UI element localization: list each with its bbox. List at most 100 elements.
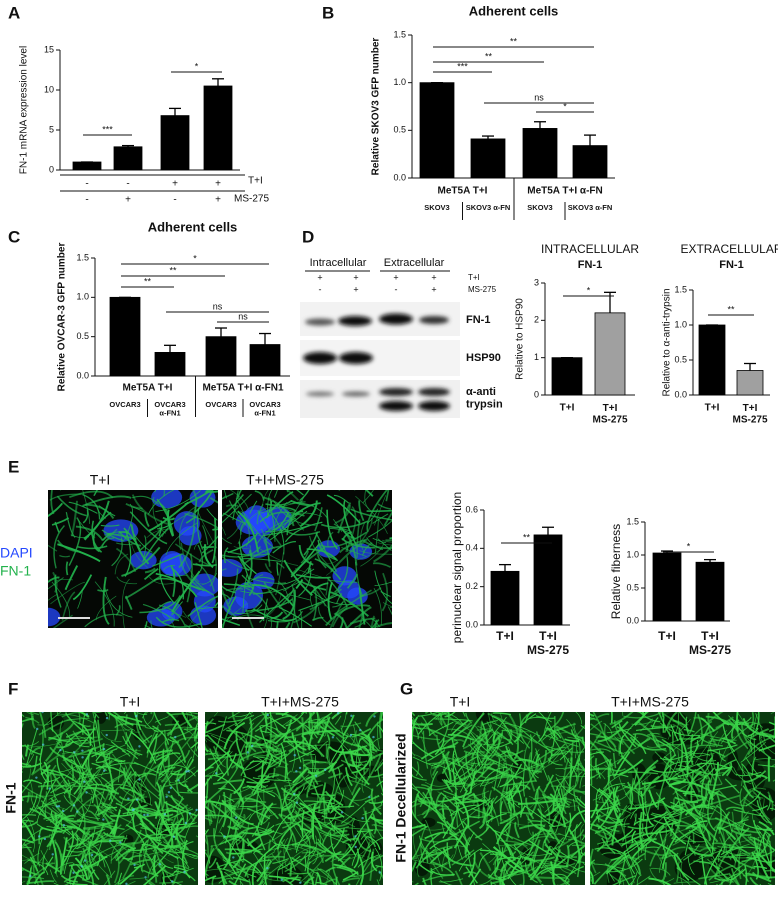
dot xyxy=(195,809,197,811)
dot xyxy=(52,853,54,855)
y-tick-label: 0.5 xyxy=(76,331,89,341)
channel-label: DAPI xyxy=(0,545,33,561)
bar xyxy=(114,147,142,170)
fiber xyxy=(710,884,718,904)
y-axis-label: Relative to α-anti-trypsin xyxy=(662,288,673,396)
fiber xyxy=(9,705,24,716)
dot xyxy=(235,817,237,819)
fiber xyxy=(285,765,286,781)
fiber xyxy=(538,696,548,713)
dot xyxy=(183,871,185,873)
fiber xyxy=(0,870,24,877)
y-tick-label: 1.5 xyxy=(674,284,687,294)
fiber xyxy=(156,707,168,713)
x-tick-label: SKOV3 xyxy=(527,203,552,212)
y-tick-label: 10 xyxy=(44,84,54,94)
bar xyxy=(161,116,189,170)
dot xyxy=(350,734,352,736)
bar xyxy=(73,162,101,170)
y-tick-label: 0.5 xyxy=(674,354,687,364)
significance-label: * xyxy=(687,541,691,551)
significance-label: ** xyxy=(169,265,177,275)
fiber xyxy=(47,477,61,490)
significance-label: * xyxy=(193,253,197,263)
fiber xyxy=(388,607,410,650)
dot xyxy=(299,767,301,769)
blot-sign: + xyxy=(353,284,358,294)
significance-label: *** xyxy=(457,61,468,71)
dot xyxy=(84,859,86,861)
bar xyxy=(206,337,236,376)
dot xyxy=(136,799,138,801)
micrograph xyxy=(184,464,432,658)
micrograph-title: T+I xyxy=(90,472,111,488)
dot xyxy=(36,728,38,730)
significance-label: ** xyxy=(510,36,518,46)
band xyxy=(379,388,413,396)
dot xyxy=(359,729,361,731)
dot xyxy=(42,743,44,745)
y-tick-label: 1.5 xyxy=(626,516,639,526)
treatment-sign: - xyxy=(85,195,88,206)
bar xyxy=(653,553,681,621)
significance-label: ** xyxy=(727,304,735,314)
nucleus xyxy=(36,608,61,627)
fiber xyxy=(147,677,152,714)
dot xyxy=(63,824,65,826)
dot xyxy=(293,793,295,795)
fiber xyxy=(542,884,547,903)
fiber xyxy=(58,884,68,896)
bar xyxy=(110,297,140,376)
dot xyxy=(102,818,104,820)
side-label: FN-1 xyxy=(3,782,19,813)
x-tick-label: T+IMS-275 xyxy=(689,629,731,657)
y-tick-label: 1.5 xyxy=(393,29,406,39)
y-tick-label: 1.0 xyxy=(626,549,639,559)
blot-sign: + xyxy=(353,272,358,282)
x-tick-label: SKOV3 xyxy=(424,203,449,212)
y-axis-label: FN-1 mRNA expression level xyxy=(19,46,30,174)
significance-label: *** xyxy=(102,124,113,134)
panel-label: E xyxy=(8,457,19,476)
dot xyxy=(187,770,189,772)
dot xyxy=(170,787,172,789)
dot xyxy=(315,775,317,777)
dot xyxy=(72,872,74,874)
dot xyxy=(125,883,127,885)
blot-sign: + xyxy=(431,284,436,294)
micrograph xyxy=(374,683,618,910)
fiber xyxy=(721,880,723,891)
fiber xyxy=(165,725,178,726)
y-tick-label: 0.0 xyxy=(76,370,89,380)
y-axis-label: Relative to HSP90 xyxy=(515,298,526,380)
fiber xyxy=(381,778,392,783)
micrograph xyxy=(173,681,413,910)
dot xyxy=(38,835,40,837)
panel-label: A xyxy=(8,3,20,22)
micrograph xyxy=(20,449,247,663)
dot xyxy=(171,880,173,882)
significance-label: * xyxy=(587,285,591,295)
fiber xyxy=(99,686,107,716)
dot xyxy=(44,838,46,840)
dot xyxy=(185,822,187,824)
dot xyxy=(103,748,105,750)
fiber xyxy=(226,505,238,506)
chart-subtitle: FN-1 xyxy=(719,259,743,271)
bar xyxy=(699,325,725,395)
group-label: MeT5A T+I xyxy=(438,186,488,197)
bar xyxy=(696,562,724,621)
blot-sign: - xyxy=(395,284,398,294)
dot xyxy=(73,804,75,806)
treatment-sign: - xyxy=(173,195,176,206)
significance-label: ** xyxy=(523,532,531,542)
band xyxy=(379,314,413,325)
x-tick-label: OVCAR3 xyxy=(205,400,236,409)
dot xyxy=(350,715,352,717)
band xyxy=(339,352,373,364)
band xyxy=(418,401,450,411)
y-tick-label: 0.4 xyxy=(465,543,478,553)
dot xyxy=(81,865,83,867)
blot-row-name: T+I xyxy=(468,273,480,282)
y-tick-label: 0 xyxy=(49,164,54,174)
